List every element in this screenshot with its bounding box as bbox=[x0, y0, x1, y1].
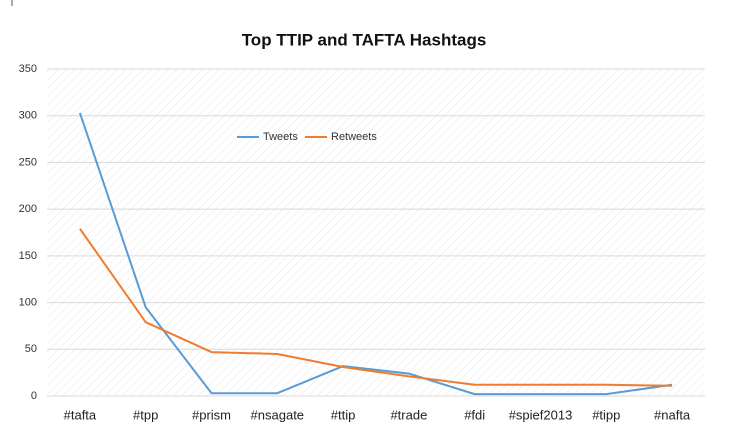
y-tick-label: 0 bbox=[31, 390, 37, 402]
series-line bbox=[79, 228, 673, 387]
legend-label: Retweets bbox=[331, 131, 377, 143]
plot-area bbox=[47, 69, 705, 396]
x-tick-label: #spief2013 bbox=[509, 407, 573, 422]
x-tick-label: #trade bbox=[390, 407, 427, 422]
x-tick-label: #nsagate bbox=[251, 407, 305, 422]
x-tick-label: #fdi bbox=[464, 407, 485, 422]
y-tick-label: 150 bbox=[19, 250, 37, 262]
y-tick-label: 100 bbox=[19, 296, 37, 308]
y-tick-label: 200 bbox=[19, 203, 37, 215]
x-tick-label: #tipp bbox=[592, 407, 620, 422]
y-tick-label: 50 bbox=[25, 343, 37, 355]
chart-title: Top TTIP and TAFTA Hashtags bbox=[242, 30, 487, 49]
y-tick-label: 350 bbox=[19, 63, 37, 75]
series-line bbox=[78, 112, 673, 396]
y-tick-label: 300 bbox=[19, 110, 37, 122]
legend-label: Tweets bbox=[263, 131, 298, 143]
x-tick-label: #prism bbox=[192, 407, 231, 422]
x-tick-label: #ttip bbox=[331, 407, 356, 422]
x-tick-label: #tpp bbox=[133, 407, 158, 422]
y-tick-label: 250 bbox=[19, 156, 37, 168]
x-tick-label: #nafta bbox=[654, 407, 691, 422]
x-tick-label: #tafta bbox=[64, 407, 97, 422]
